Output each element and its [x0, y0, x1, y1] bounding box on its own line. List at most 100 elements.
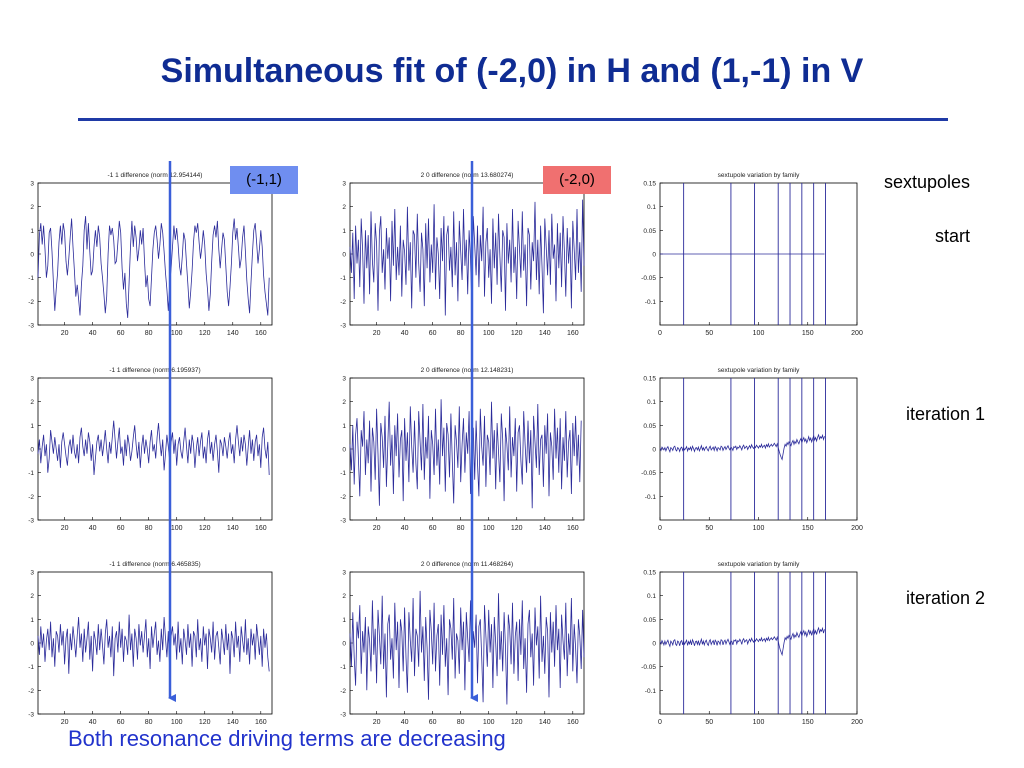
chart-title: -1 1 difference (norm 6.195937) — [109, 367, 200, 374]
label-start: start — [935, 226, 971, 246]
y-tick-label: 0.15 — [643, 181, 656, 188]
chart-title: sextupole variation by family — [718, 561, 800, 568]
chart-panel-2: 2 0 difference (norm 13.680274)20 40 60 80 1… — [340, 172, 585, 337]
x-tick-label: 120 — [511, 719, 523, 726]
chart-title: sextupole variation by family — [718, 172, 800, 179]
x-tick-label: 40 — [89, 525, 97, 532]
y-tick-label: 3 — [30, 376, 34, 383]
y-tick-label: -2 — [28, 494, 34, 501]
x-tick-label: 160 — [567, 525, 579, 532]
footer-caption: Both resonance driving terms are decreas… — [68, 726, 506, 751]
chart-panel-5: 2 0 difference (norm 12.148231)20 40 60 80 1… — [340, 367, 585, 532]
x-tick-label: 60 — [429, 719, 437, 726]
x-tick-label: 80 — [145, 330, 153, 337]
chart-title: 2 0 difference (norm 13.680274) — [421, 172, 514, 179]
chart-panel-1: -1 1 difference (norm 12.954144)20 40 60 80… — [28, 172, 273, 337]
y-tick-label: -0.1 — [645, 688, 657, 695]
y-tick-label: 0.05 — [643, 228, 656, 235]
x-tick-label: 140 — [227, 719, 239, 726]
mode-chip-minus2-0: (-2,0) — [543, 166, 611, 194]
y-tick-label: 2 — [342, 593, 346, 600]
x-tick-label: 20 — [61, 719, 69, 726]
y-tick-label: -0.05 — [641, 664, 656, 671]
y-tick-label: 2 — [30, 204, 34, 211]
y-tick-label: -2 — [340, 299, 346, 306]
y-tick-label: -3 — [28, 712, 34, 719]
series-line — [659, 626, 825, 657]
y-tick-label: 0.1 — [647, 204, 656, 211]
x-tick-label: 20 — [61, 330, 69, 337]
x-tick-label: 60 — [117, 719, 125, 726]
x-tick-label: 80 — [457, 719, 465, 726]
y-tick-label: -0.05 — [641, 275, 656, 282]
chart-title: -1 1 difference (norm 6.465835) — [109, 561, 200, 568]
y-tick-label: -0.1 — [645, 494, 657, 501]
x-tick-label: 60 — [117, 525, 125, 532]
x-tick-label: 120 — [511, 525, 523, 532]
chart-panel-9: sextupole variation by family 0 50 100 150 20… — [641, 561, 863, 726]
x-tick-label: 40 — [401, 719, 409, 726]
x-tick-label: 100 — [753, 719, 765, 726]
y-tick-label: 2 — [342, 399, 346, 406]
y-tick-label: -2 — [340, 688, 346, 695]
x-tick-label: 80 — [145, 525, 153, 532]
y-tick-label: -3 — [340, 518, 346, 525]
y-tick-label: 0.15 — [643, 376, 656, 383]
x-tick-label: 160 — [255, 719, 267, 726]
y-tick-label: 2 — [30, 399, 34, 406]
x-tick-label: 40 — [89, 330, 97, 337]
x-tick-label: 140 — [539, 525, 551, 532]
x-tick-label: 160 — [255, 330, 267, 337]
chart-title: 2 0 difference (norm 12.148231) — [421, 367, 514, 374]
y-tick-label: -1 — [28, 470, 34, 477]
y-tick-label: 0.05 — [643, 423, 656, 430]
x-tick-label: 50 — [705, 525, 713, 532]
y-tick-label: 0.1 — [647, 593, 656, 600]
x-tick-label: 50 — [705, 330, 713, 337]
chart-title: -1 1 difference (norm 12.954144) — [108, 172, 203, 179]
y-tick-label: -3 — [28, 518, 34, 525]
series-line — [37, 216, 270, 318]
label-sextupoles: sextupoles — [884, 172, 971, 192]
x-tick-label: 160 — [567, 330, 579, 337]
chart-panel-7: -1 1 difference (norm 6.465835)20 40 60 80 1… — [28, 561, 273, 726]
y-tick-label: 2 — [30, 593, 34, 600]
x-tick-label: 60 — [429, 330, 437, 337]
x-tick-label: 40 — [89, 719, 97, 726]
x-tick-label: 60 — [429, 525, 437, 532]
chart-panel-4: -1 1 difference (norm 6.195937)20 40 60 80 1… — [28, 367, 273, 532]
y-tick-label: -2 — [28, 299, 34, 306]
y-tick-label: 0.05 — [643, 617, 656, 624]
x-tick-label: 200 — [851, 330, 863, 337]
x-tick-label: 160 — [255, 525, 267, 532]
y-tick-label: 3 — [342, 570, 346, 577]
y-tick-label: -2 — [340, 494, 346, 501]
x-tick-label: 140 — [227, 525, 239, 532]
x-tick-label: 20 — [373, 330, 381, 337]
y-tick-label: -1 — [28, 275, 34, 282]
y-tick-label: 3 — [342, 376, 346, 383]
y-tick-label: 1 — [342, 617, 346, 624]
x-tick-label: 100 — [171, 330, 183, 337]
y-tick-label: 1 — [30, 423, 34, 430]
x-tick-label: 140 — [227, 330, 239, 337]
x-tick-label: 100 — [483, 330, 495, 337]
x-tick-label: 200 — [851, 719, 863, 726]
y-tick-label: 2 — [342, 204, 346, 211]
x-tick-label: 100 — [753, 330, 765, 337]
series-line — [349, 590, 585, 705]
x-tick-label: 20 — [373, 719, 381, 726]
y-tick-label: 3 — [30, 570, 34, 577]
series-line — [37, 420, 270, 476]
slide-title: Simultaneous fit of (-2,0) in H and (1,-… — [160, 52, 864, 90]
y-tick-label: 0 — [342, 252, 346, 259]
x-tick-label: 150 — [802, 719, 814, 726]
x-tick-label: 150 — [802, 330, 814, 337]
y-tick-label: -3 — [28, 323, 34, 330]
x-tick-label: 140 — [539, 330, 551, 337]
x-tick-label: 120 — [199, 719, 211, 726]
mode-chip-minus1-1: (-1,1) — [230, 166, 298, 194]
x-tick-label: 0 — [658, 719, 662, 726]
x-tick-label: 120 — [199, 330, 211, 337]
y-tick-label: -3 — [340, 712, 346, 719]
